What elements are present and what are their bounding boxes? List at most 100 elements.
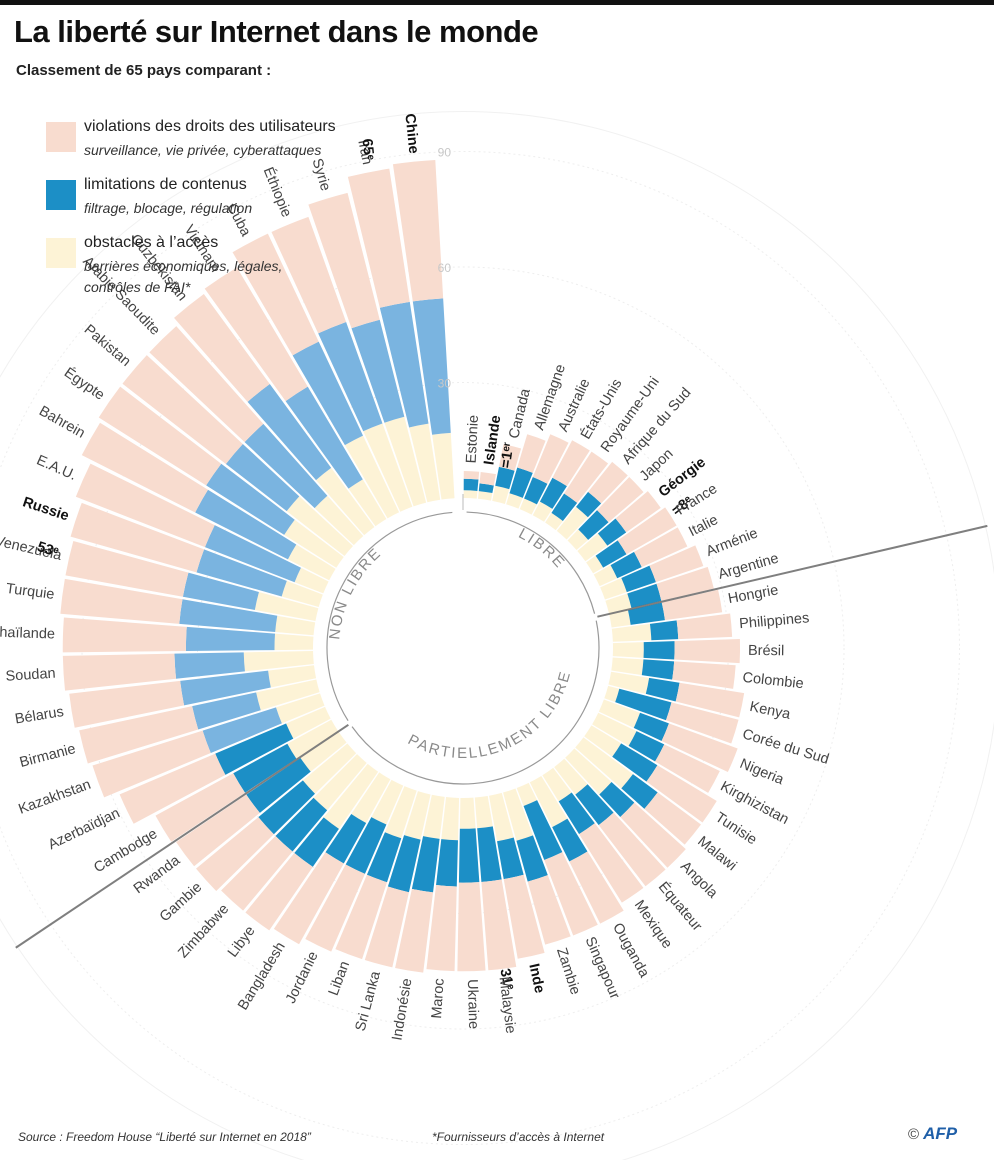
bar-segment-acces <box>609 610 631 628</box>
country-label: Gambie <box>157 879 205 925</box>
country-label: Canada <box>506 386 534 440</box>
country-label: Mexique <box>631 897 675 951</box>
legend-sub-acces-2: contrôles de FAI* <box>84 279 191 295</box>
bar-segment-violations <box>65 541 189 597</box>
bar-segment-contenus <box>575 784 614 826</box>
bar-Tunisie <box>584 725 717 823</box>
bar-segment-acces <box>529 775 568 828</box>
country-label: Bélarus <box>14 704 65 728</box>
country-label: Ukraine <box>464 979 481 1029</box>
group-arc-0 <box>466 511 596 614</box>
bar-segment-violations <box>665 702 739 744</box>
bar-Thaïlande <box>62 617 314 653</box>
source-note: Source : Freedom House “Liberté sur Inte… <box>18 1130 311 1144</box>
country-label: Chine <box>401 113 421 155</box>
bar-segment-violations <box>79 706 199 764</box>
bar-segment-acces <box>313 754 367 811</box>
bar-Italie <box>593 527 688 587</box>
bar-segment-acces <box>600 578 627 600</box>
country-label: Singapour <box>582 934 623 1001</box>
bar-segment-contenus <box>174 652 245 679</box>
bar-Singapour <box>516 782 598 936</box>
bar-segment-violations <box>69 680 185 728</box>
bar-segment-contenus <box>182 572 259 610</box>
bar-segment-contenus <box>185 626 276 652</box>
bar-segment-acces <box>286 706 331 739</box>
bar-segment-contenus <box>351 319 405 423</box>
bar-segment-violations <box>457 882 486 972</box>
country-label: Nigeria <box>737 756 786 789</box>
country-label: Philippines <box>739 610 810 632</box>
bar-segment-contenus <box>621 565 656 593</box>
rank-label: 65ᵉ <box>359 138 377 162</box>
bar-segment-violations <box>149 326 264 443</box>
group-separator-1 <box>597 524 988 618</box>
bar-segment-violations <box>597 476 644 523</box>
legend-sub-contenus: filtrage, blocage, régulation <box>84 200 253 216</box>
bar-segment-acces <box>608 671 650 694</box>
bar-segment-violations <box>426 885 457 972</box>
group-arc-1 <box>351 620 600 785</box>
bar-segment-acces <box>300 732 347 772</box>
bar-segment-violations <box>98 386 222 486</box>
bar-segment-contenus <box>458 828 480 883</box>
bar-Zambie <box>503 788 571 945</box>
rank-label: =1ᵉʳ <box>498 441 518 469</box>
bar-segment-acces <box>519 498 537 515</box>
bar-Vietnam <box>204 267 387 527</box>
bar-Mexique <box>542 767 644 903</box>
bar-segment-acces <box>593 565 618 587</box>
bar-segment-violations <box>347 168 410 308</box>
bar-segment-violations <box>221 835 293 911</box>
bar-segment-contenus <box>225 444 300 512</box>
bar-Jordanie <box>305 779 404 952</box>
bar-segment-acces <box>344 435 400 519</box>
bar-Iran <box>347 168 441 503</box>
bar-Turquie <box>60 578 316 636</box>
bar-Sri Lanka <box>364 791 431 968</box>
bar-segment-contenus <box>595 540 627 568</box>
country-label: Malaysie <box>496 976 519 1035</box>
bar-segment-violations <box>579 823 644 903</box>
legend-sub-acces-1: barrières économiques, légales, <box>84 258 283 274</box>
bar-segment-contenus <box>509 467 533 498</box>
bar-segment-contenus <box>478 483 494 494</box>
bar-Kazakhstan <box>92 693 325 798</box>
bar-segment-violations <box>308 192 380 329</box>
bar-segment-acces <box>605 593 632 614</box>
legend-sub-violations: surveillance, vie privée, cyberattaques <box>84 142 322 158</box>
bar-segment-contenus <box>247 384 332 481</box>
bar-segment-violations <box>655 744 720 793</box>
bar-segment-violations <box>232 233 319 356</box>
bar-segment-contenus <box>633 712 669 741</box>
bar-segment-contenus <box>412 298 451 435</box>
country-label: Inde <box>525 962 547 995</box>
bar-segment-acces <box>243 650 314 672</box>
bar-États-Unis <box>532 440 590 522</box>
country-label: Ouganda <box>609 920 652 981</box>
bar-segment-contenus <box>628 731 665 762</box>
bar-segment-violations <box>92 730 211 798</box>
bar-segment-violations <box>392 159 444 302</box>
bar-segment-acces <box>489 792 514 842</box>
bar-segment-violations <box>245 853 313 931</box>
bar-segment-contenus <box>576 491 602 518</box>
bar-segment-violations <box>62 617 187 653</box>
page-title: La liberté sur Internet dans le monde <box>14 14 539 49</box>
bar-segment-contenus <box>192 692 261 730</box>
country-label: Jordanie <box>283 949 322 1006</box>
bar-Syrie <box>308 192 427 507</box>
bar-segment-acces <box>371 779 404 825</box>
bar-segment-acces <box>611 657 644 676</box>
bar-segment-contenus <box>318 321 383 432</box>
bar-segment-violations <box>176 794 260 867</box>
bar-segment-violations <box>646 765 717 823</box>
bar-segment-contenus <box>627 583 662 609</box>
bar-Gambie <box>196 743 357 892</box>
bar-segment-acces <box>323 763 379 829</box>
bar-segment-contenus <box>325 813 367 864</box>
bar-Cambodge <box>155 719 339 842</box>
country-label: Kenya <box>748 699 792 723</box>
bar-segment-contenus <box>645 677 680 702</box>
bar-segment-acces <box>516 782 538 807</box>
